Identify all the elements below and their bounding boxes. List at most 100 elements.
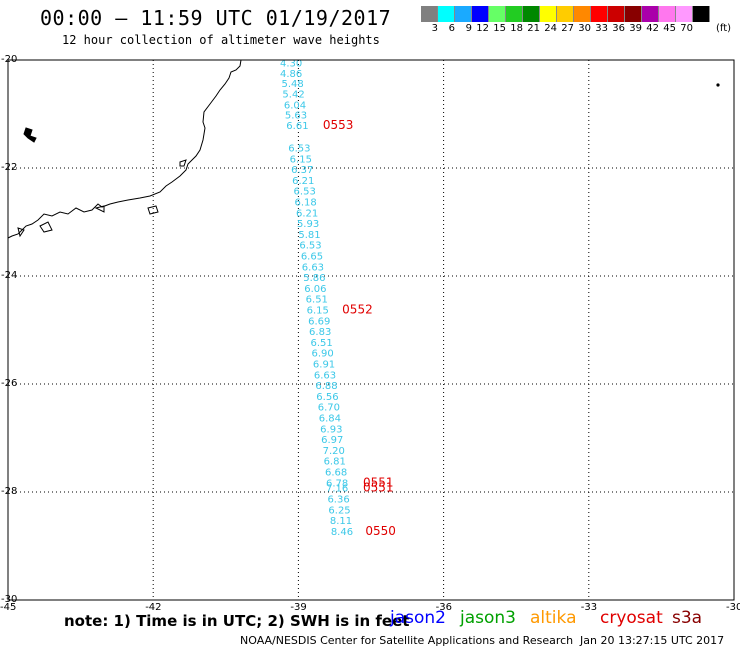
wave-height-label: 6.70 (318, 403, 340, 414)
wave-height-label: 6.83 (309, 327, 331, 338)
colorbar-level-label: 12 (476, 23, 489, 34)
wave-height-label: 5.48 (281, 79, 303, 90)
wave-height-label: 6.04 (284, 100, 306, 111)
island-dot (716, 83, 720, 87)
island-path (17, 159, 187, 238)
wave-height-label: 6.88 (315, 381, 337, 392)
lon-tick-label: -33 (580, 602, 598, 613)
lon-tick-label: -45 (0, 602, 17, 613)
pass-time-label: 0553 (323, 118, 354, 132)
wave-height-label: 6.84 (319, 413, 341, 424)
colorbar-swatch (608, 6, 625, 22)
colorbar-swatch (523, 6, 540, 22)
colorbar-level-label: 15 (493, 23, 506, 34)
footer-credit: NOAA/NESDIS Center for Satellite Applica… (240, 634, 574, 647)
pass-time-label: 0551 (363, 475, 394, 489)
wave-height-label: 6.56 (316, 392, 338, 403)
colorbar-swatch (438, 6, 455, 22)
pass-time-label: 0551 (363, 481, 394, 495)
wave-height-label: 7.20 (323, 446, 345, 457)
colorbar-level-label: 6 (448, 23, 455, 34)
wave-height-label: 6.36 (327, 494, 349, 505)
lat-tick-label: -30 (1, 594, 18, 605)
colorbar-level-label: 70 (680, 23, 693, 34)
colorbar-level-label: 42 (646, 23, 659, 34)
wave-height-label: 6.21 (296, 208, 318, 219)
wave-height-label: 4.86 (280, 69, 302, 80)
satellite-legend-altika: altika (530, 608, 577, 628)
colorbar-level-label: 45 (663, 23, 676, 34)
wave-height-label: 6.90 (311, 349, 333, 360)
colorbar-swatch (625, 6, 642, 22)
colorbar-swatch (693, 6, 710, 22)
lon-tick-label: -39 (290, 602, 307, 613)
pass-time-label: 0550 (365, 524, 396, 538)
colorbar-swatch (506, 6, 523, 22)
colorbar-swatch (659, 6, 676, 22)
pass-time-label: 0552 (342, 302, 373, 316)
wave-height-label: 5.63 (285, 111, 307, 122)
colorbar-swatch (455, 6, 472, 22)
wave-height-label: 6.25 (328, 505, 350, 516)
wave-height-label: 6.91 (313, 359, 335, 370)
lat-tick-label: -28 (1, 486, 18, 497)
wave-height-label: 6.15 (307, 305, 329, 316)
island-path (23, 127, 37, 143)
wave-height-label: 5.86 (303, 273, 325, 284)
colorbar-swatch (642, 6, 659, 22)
wave-height-label: 6.53 (288, 143, 310, 154)
wave-height-label: 6.81 (324, 457, 346, 468)
wave-height-label: 6.51 (306, 295, 328, 306)
satellite-legend-s3a: s3a (672, 608, 703, 628)
map-grid (7, 59, 735, 601)
colorbar-level-label: 27 (561, 23, 574, 34)
wave-height-label: 4.30 (280, 59, 302, 70)
lat-tick-label: -24 (1, 270, 18, 281)
satellite-legend-cryosat: cryosat (600, 608, 663, 628)
wave-height-label: 6.63 (302, 262, 324, 273)
map-frame (7, 59, 735, 601)
wave-height-label: 8.46 (331, 527, 353, 538)
colorbar-level-label: 24 (544, 23, 557, 34)
colorbar-swatch (540, 6, 557, 22)
wave-height-label: 6.15 (290, 154, 312, 165)
colorbar-labels: 3 6 9 12 15 18 21 24 27 30 33 36 39 42 45 70 (421, 23, 693, 34)
wave-height-label: 8.11 (330, 516, 352, 527)
lat-tick-label: -20 (1, 54, 18, 65)
colorbar-swatch (591, 6, 608, 22)
page-subtitle: 12 hour collection of altimeter wave hei… (62, 33, 380, 47)
colorbar-level-label: 3 (431, 23, 438, 34)
colorbar-swatch (676, 6, 693, 22)
page-title: 00:00 – 11:59 UTC 01/19/2017 (40, 6, 392, 30)
wave-height-label: 6.06 (304, 284, 326, 295)
wave-height-label: 6.63 (314, 370, 336, 381)
colorbar-swatch (574, 6, 591, 22)
wave-height-label: 6.53 (294, 187, 316, 198)
colorbar-level-label: 33 (595, 23, 608, 34)
coastline-path (7, 59, 242, 239)
wave-height-label: 7.16 (326, 484, 348, 495)
satellite-legend-jason3: jason3 (460, 608, 516, 628)
colorbar (421, 6, 710, 22)
altimeter-track: 4.304.865.485.426.045.636.616.536.156.37… (280, 59, 353, 538)
colorbar-level-label: 18 (510, 23, 523, 34)
colorbar-level-label: 30 (578, 23, 591, 34)
wave-height-label: 6.53 (299, 241, 321, 252)
lat-tick-label: -26 (1, 378, 18, 389)
colorbar-unit: (ft) (716, 23, 732, 34)
lon-tick-label: -36 (435, 602, 452, 613)
wave-height-label: 6.51 (310, 338, 332, 349)
colorbar-swatch (489, 6, 506, 22)
wave-height-label: 6.97 (321, 435, 343, 446)
wave-height-label: 6.21 (292, 176, 314, 187)
wave-height-label: 5.81 (298, 230, 320, 241)
lat-tick-label: -22 (1, 162, 18, 173)
wave-height-label: 6.18 (295, 197, 317, 208)
wave-height-label: 6.78 (326, 478, 348, 489)
colorbar-level-label: 21 (527, 23, 540, 34)
wave-height-label: 6.68 (325, 467, 347, 478)
wave-height-label: 6.61 (286, 121, 308, 132)
colorbar-level-label: 36 (612, 23, 625, 34)
